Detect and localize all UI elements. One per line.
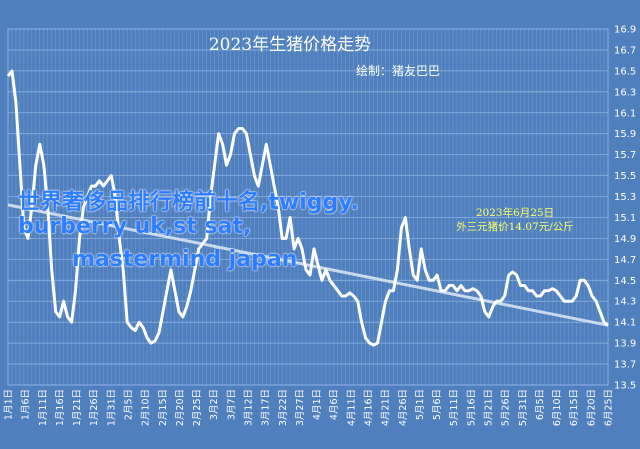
x-tick-label: 5月26日 (501, 389, 512, 426)
grid-layer (7, 28, 609, 386)
annotation-price: 外三元猪价14.07元/公斤 (456, 221, 574, 233)
x-tick-label: 1月26日 (89, 389, 100, 426)
x-tick-label: 6月15日 (569, 389, 580, 426)
x-tick-label: 1月6日 (21, 389, 32, 420)
x-tick-label: 4月26日 (398, 389, 409, 426)
y-tick-label: 15.7 (614, 150, 636, 161)
y-tick-label: 16.9 (614, 25, 636, 36)
y-tick-label: 16.7 (614, 45, 636, 56)
x-tick-label: 4月16日 (364, 389, 375, 426)
x-tick-label: 5月21日 (484, 389, 495, 426)
x-tick-label: 5月1日 (415, 389, 426, 420)
x-tick-label: 3月17日 (261, 389, 272, 426)
trend-layer (7, 203, 609, 327)
y-tick-label: 14.5 (614, 276, 636, 287)
x-tick-label: 3月27日 (295, 389, 306, 426)
line-layer (6, 69, 609, 347)
chart-title: 2023年生猪价格走势 (209, 35, 371, 55)
overlay-text-line-2: burberry uk,st sat, (18, 214, 252, 239)
x-tick-label: 2月20日 (175, 389, 186, 426)
x-tick-label: 5月16日 (466, 389, 477, 426)
y-tick-label: 13.5 (614, 381, 636, 392)
overlay-text-line-1: 世界奢侈品排行榜前十名,twiggy. (18, 190, 359, 215)
x-tick-label: 5月11日 (449, 389, 460, 426)
price-line (6, 69, 609, 347)
y-tick-label: 13.9 (614, 339, 636, 350)
x-tick-label: 5月31日 (518, 389, 529, 426)
y-tick-label: 14.7 (614, 255, 636, 266)
chart-subtitle: 绘制：猪友巴巴 (356, 63, 440, 78)
x-tick-label: 2月15日 (158, 389, 169, 426)
y-tick-label: 13.7 (614, 360, 636, 371)
x-tick-label: 6月5日 (535, 389, 546, 420)
x-tick-label: 6月25日 (604, 389, 615, 426)
x-tick-label: 1月16日 (55, 389, 66, 426)
x-tick-label: 3月12日 (244, 389, 255, 426)
x-tick-label: 4月21日 (381, 389, 392, 426)
y-axis-ticks: 13.5 13.7 13.9 14.1 14.3 14.5 14.7 14.9 15.1 15.3… (614, 25, 636, 392)
y-tick-label: 16.5 (614, 66, 636, 77)
x-tick-label: 2月5日 (124, 389, 135, 420)
x-tick-label: 4月11日 (346, 389, 357, 426)
x-tick-label: 3月2日 (209, 389, 220, 420)
x-tick-label: 4月1日 (312, 389, 323, 420)
x-tick-label: 2月25日 (192, 389, 203, 426)
x-tick-label: 2月10日 (141, 389, 152, 426)
plot-frame (7, 28, 609, 386)
y-tick-label: 14.3 (614, 297, 636, 308)
x-tick-label: 3月22日 (278, 389, 289, 426)
x-axis-ticks: 1月1日 1月6日 1月11日 1月16日 1月21日 1月26日 1月31日 2月5日 2月1… (4, 389, 615, 426)
overlay-text-line-3: mastermind japan (72, 247, 298, 272)
y-tick-label: 14.9 (614, 234, 636, 245)
x-tick-label: 1月31日 (106, 389, 117, 426)
y-tick-label: 14.1 (614, 318, 636, 329)
y-tick-label: 15.3 (614, 192, 636, 203)
y-tick-label: 16.1 (614, 108, 636, 119)
trendline (7, 203, 609, 327)
annotation-date: 2023年6月25日 (476, 206, 554, 219)
x-tick-label: 1月21日 (72, 389, 83, 426)
y-tick-label: 15.9 (614, 129, 636, 140)
x-tick-label: 3月7日 (226, 389, 237, 420)
x-tick-label: 4月6日 (329, 389, 340, 420)
y-tick-label: 16.3 (614, 87, 636, 98)
y-tick-label: 15.1 (614, 213, 636, 224)
x-tick-label: 6月10日 (552, 389, 563, 426)
x-tick-label: 1月1日 (4, 389, 15, 420)
y-tick-label: 15.5 (614, 171, 636, 182)
x-tick-label: 5月6日 (432, 389, 443, 420)
x-tick-label: 6月20日 (586, 389, 597, 426)
x-tick-label: 1月11日 (38, 389, 49, 426)
